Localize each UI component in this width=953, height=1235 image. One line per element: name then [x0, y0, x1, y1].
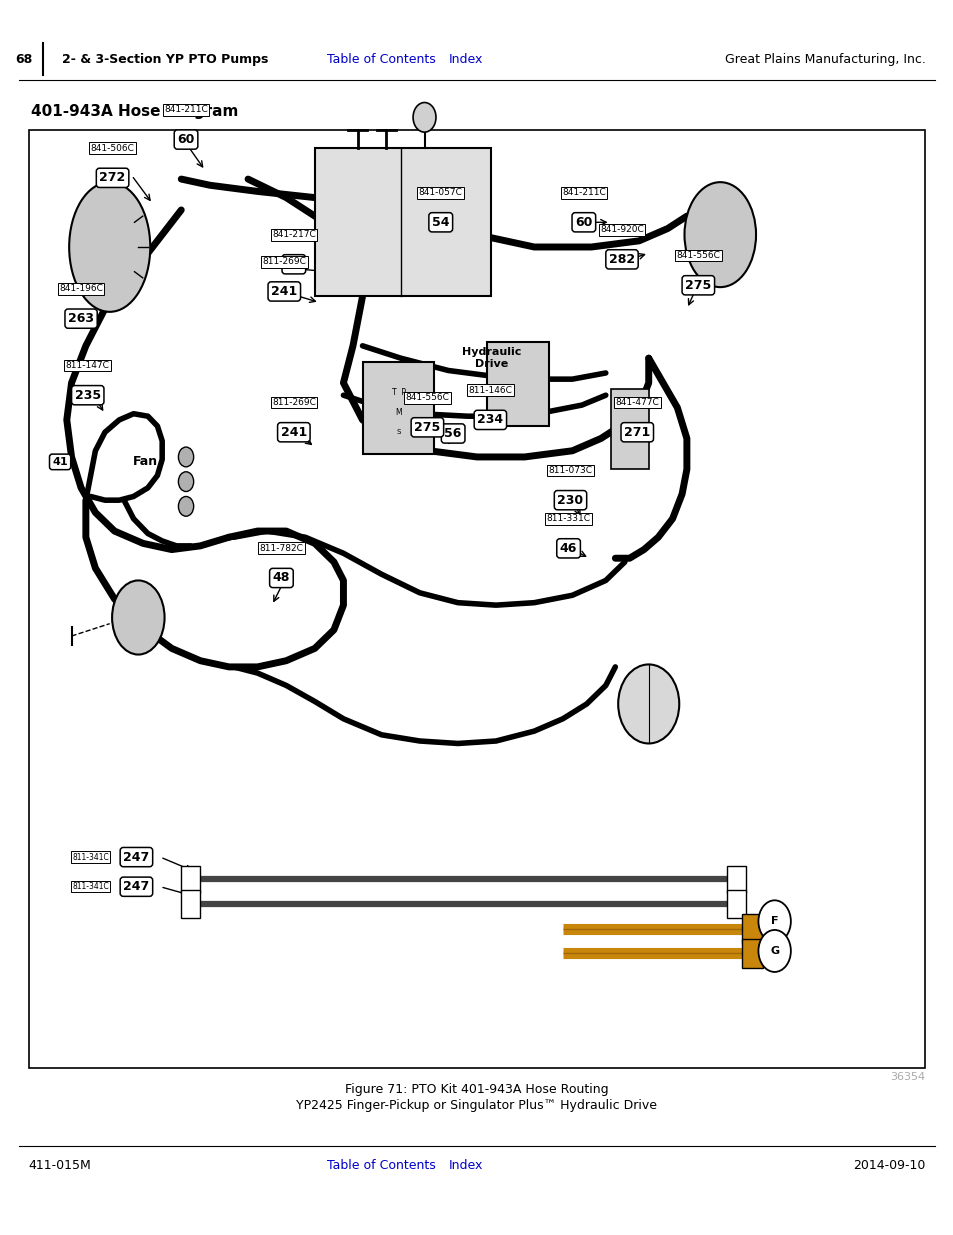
FancyBboxPatch shape: [486, 342, 548, 426]
Text: 61: 61: [285, 258, 302, 270]
Circle shape: [178, 447, 193, 467]
Circle shape: [178, 496, 193, 516]
Text: 811-146C: 811-146C: [468, 385, 512, 395]
Text: 411-015M: 411-015M: [29, 1160, 91, 1172]
Text: Index: Index: [448, 1160, 482, 1172]
Text: Hydraulic
Drive: Hydraulic Drive: [461, 347, 520, 369]
Text: 241: 241: [280, 426, 307, 438]
Text: 41: 41: [52, 457, 68, 467]
Text: 841-556C: 841-556C: [405, 393, 449, 403]
Text: 841-920C: 841-920C: [599, 225, 643, 235]
FancyBboxPatch shape: [726, 890, 745, 918]
Text: 811-269C: 811-269C: [262, 257, 306, 267]
Text: 235: 235: [74, 389, 101, 401]
Ellipse shape: [683, 182, 755, 287]
Text: 2- & 3-Section YP PTO Pumps: 2- & 3-Section YP PTO Pumps: [62, 53, 268, 65]
Ellipse shape: [69, 182, 151, 312]
Text: Figure 71: PTO Kit 401-943A Hose Routing: Figure 71: PTO Kit 401-943A Hose Routing: [345, 1083, 608, 1095]
Circle shape: [618, 664, 679, 743]
Text: 811-147C: 811-147C: [66, 361, 110, 370]
Text: YP2425 Finger-Pickup or Singulator Plus™ Hydraulic Drive: YP2425 Finger-Pickup or Singulator Plus™…: [296, 1099, 657, 1112]
Text: 841-211C: 841-211C: [561, 188, 605, 198]
Text: 841-477C: 841-477C: [615, 398, 659, 408]
Text: 282: 282: [608, 253, 635, 266]
FancyBboxPatch shape: [181, 890, 200, 918]
Text: 811-341C: 811-341C: [72, 882, 109, 892]
Text: 275: 275: [414, 421, 440, 433]
Text: 841-196C: 841-196C: [59, 284, 103, 294]
Text: M: M: [395, 408, 401, 417]
Text: 60: 60: [177, 133, 194, 146]
Text: Index: Index: [448, 53, 482, 65]
Text: 263: 263: [68, 312, 94, 325]
Text: 811-782C: 811-782C: [259, 543, 303, 553]
Text: 247: 247: [123, 881, 150, 893]
Circle shape: [413, 103, 436, 132]
Text: 841-217C: 841-217C: [272, 230, 315, 240]
Text: 48: 48: [273, 572, 290, 584]
Text: G: G: [769, 946, 779, 956]
Text: 234: 234: [476, 414, 503, 426]
FancyBboxPatch shape: [741, 914, 762, 944]
Text: 841-057C: 841-057C: [418, 188, 462, 198]
FancyBboxPatch shape: [362, 362, 434, 454]
FancyBboxPatch shape: [726, 866, 745, 893]
Text: 230: 230: [557, 494, 583, 506]
Text: 54: 54: [432, 216, 449, 228]
Text: 841-506C: 841-506C: [91, 143, 134, 153]
Text: 241: 241: [271, 285, 297, 298]
Text: Table of Contents: Table of Contents: [327, 53, 436, 65]
FancyBboxPatch shape: [314, 148, 491, 296]
Text: 36354: 36354: [889, 1072, 924, 1082]
FancyBboxPatch shape: [181, 866, 200, 893]
Text: 841-211C: 841-211C: [164, 105, 208, 115]
Text: T  P: T P: [392, 388, 405, 398]
Text: 247: 247: [123, 851, 150, 863]
Text: 2014-09-10: 2014-09-10: [852, 1160, 924, 1172]
Text: Great Plains Manufacturing, Inc.: Great Plains Manufacturing, Inc.: [723, 53, 924, 65]
Text: 271: 271: [623, 426, 650, 438]
Text: 811-331C: 811-331C: [546, 514, 590, 524]
Circle shape: [758, 900, 790, 942]
Text: 56: 56: [444, 427, 461, 440]
Circle shape: [758, 930, 790, 972]
FancyBboxPatch shape: [741, 939, 762, 968]
FancyBboxPatch shape: [29, 130, 924, 1068]
Text: 60: 60: [575, 216, 592, 228]
Text: 811-341C: 811-341C: [72, 852, 109, 862]
Text: 811-269C: 811-269C: [272, 398, 315, 408]
Text: 275: 275: [684, 279, 711, 291]
Circle shape: [178, 472, 193, 492]
Text: S: S: [396, 430, 400, 435]
Text: Fan: Fan: [132, 456, 157, 468]
Text: Table of Contents: Table of Contents: [327, 1160, 436, 1172]
Text: 46: 46: [559, 542, 577, 555]
Text: 68: 68: [15, 53, 32, 65]
Text: 841-556C: 841-556C: [676, 251, 720, 261]
FancyBboxPatch shape: [610, 389, 648, 469]
Text: F: F: [770, 916, 778, 926]
Ellipse shape: [112, 580, 164, 655]
Text: 272: 272: [99, 172, 126, 184]
Text: 401-943A Hose Diagram: 401-943A Hose Diagram: [30, 104, 237, 119]
Text: 811-073C: 811-073C: [548, 466, 592, 475]
